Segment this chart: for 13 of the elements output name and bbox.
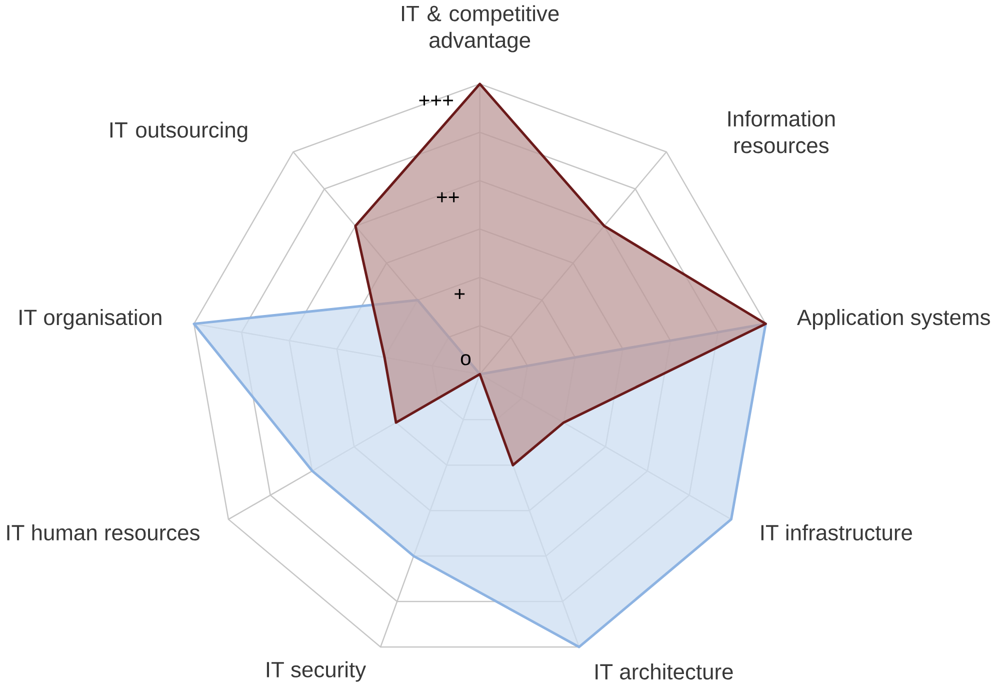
y-tick-label: + [454,289,465,299]
spoke-label: IT organisation [20,309,162,330]
spoke-label: IT human resources [7,524,200,540]
spoke-label: IT security [266,661,366,682]
spoke-label: Information resources [728,110,835,154]
spoke-label: IT & competitive advantage [402,5,559,52]
spoke-label: IT architecture [596,663,733,680]
spoke-label: IT infrastructure [761,524,912,540]
spoke-label: Application systems [796,309,990,330]
y-tick-label: +++ [419,96,453,106]
spoke-label: IT outsourcing [110,122,248,142]
y-tick-label: o [460,354,471,366]
y-tick-label: ++ [436,192,459,202]
